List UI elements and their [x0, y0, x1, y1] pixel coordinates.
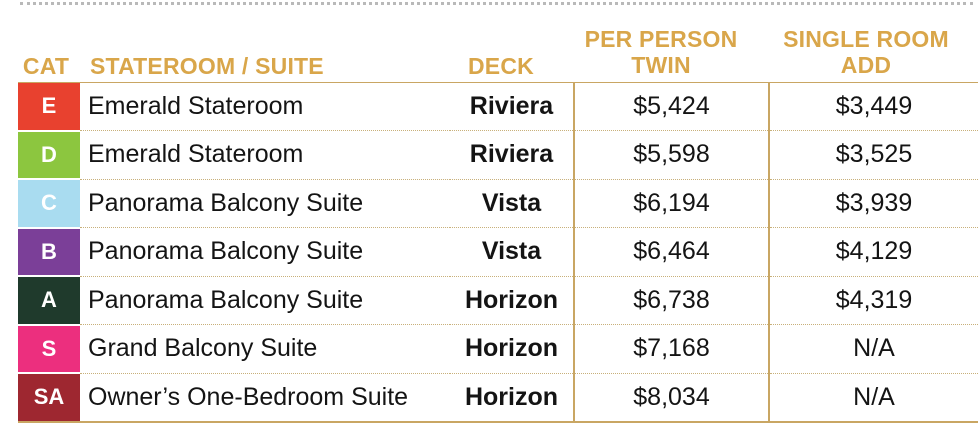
price-per-person-twin: $7,168	[573, 324, 770, 374]
price-per-person-twin: $6,738	[573, 276, 770, 325]
table-row: B Panorama Balcony Suite Vista $6,464 $4…	[18, 227, 978, 277]
table-row: C Panorama Balcony Suite Vista $6,194 $3…	[18, 179, 978, 229]
header-single-room-add: SINGLE ROOM ADD	[766, 26, 966, 78]
category-badge: S	[18, 324, 80, 374]
deck-name: Vista	[450, 227, 574, 277]
table-row: A Panorama Balcony Suite Horizon $6,738 …	[18, 276, 978, 326]
stateroom-name: Grand Balcony Suite	[80, 324, 450, 374]
table-header: CAT STATEROOM / SUITE DECK PER PERSON TW…	[0, 20, 979, 82]
header-deck: DECK	[468, 53, 534, 79]
table-row: E Emerald Stateroom Riviera $5,424 $3,44…	[18, 82, 978, 132]
deck-name: Horizon	[450, 324, 574, 374]
category-badge: D	[18, 130, 80, 180]
deck-name: Riviera	[450, 130, 574, 180]
stateroom-name: Emerald Stateroom	[80, 82, 450, 131]
rates-table: E Emerald Stateroom Riviera $5,424 $3,44…	[18, 82, 978, 423]
price-single-room-add: N/A	[769, 324, 978, 374]
header-twin-line2: TWIN	[631, 52, 691, 78]
price-single-room-add: N/A	[769, 373, 978, 423]
category-badge: A	[18, 276, 80, 326]
price-single-room-add: $3,939	[769, 179, 978, 228]
category-badge: SA	[18, 373, 80, 423]
category-badge: B	[18, 227, 80, 277]
stateroom-name: Owner’s One-Bedroom Suite	[80, 373, 450, 423]
header-twin-line1: PER PERSON	[584, 26, 738, 52]
price-per-person-twin: $5,598	[573, 130, 770, 180]
table-row: SA Owner’s One-Bedroom Suite Horizon $8,…	[18, 373, 978, 423]
top-dotted-rule	[20, 2, 973, 5]
table-row: S Grand Balcony Suite Horizon $7,168 N/A	[18, 324, 978, 374]
price-per-person-twin: $6,194	[573, 179, 770, 228]
header-single-line2: ADD	[840, 52, 892, 78]
deck-name: Vista	[450, 179, 574, 228]
table-row: D Emerald Stateroom Riviera $5,598 $3,52…	[18, 130, 978, 180]
price-single-room-add: $4,319	[769, 276, 978, 325]
price-per-person-twin: $8,034	[573, 373, 770, 423]
price-per-person-twin: $5,424	[573, 82, 770, 131]
header-cat: CAT	[22, 53, 70, 79]
price-single-room-add: $3,525	[769, 130, 978, 180]
stateroom-name: Panorama Balcony Suite	[80, 227, 450, 277]
deck-name: Riviera	[450, 82, 574, 131]
stateroom-name: Panorama Balcony Suite	[80, 276, 450, 325]
header-per-person-twin: PER PERSON TWIN	[566, 26, 756, 78]
price-single-room-add: $3,449	[769, 82, 978, 131]
deck-name: Horizon	[450, 276, 574, 325]
header-stateroom: STATEROOM / SUITE	[90, 53, 324, 79]
category-badge: E	[18, 82, 80, 132]
category-badge: C	[18, 179, 80, 229]
stateroom-name: Panorama Balcony Suite	[80, 179, 450, 228]
stateroom-name: Emerald Stateroom	[80, 130, 450, 180]
price-per-person-twin: $6,464	[573, 227, 770, 277]
deck-name: Horizon	[450, 373, 574, 423]
header-single-line1: SINGLE ROOM	[783, 26, 949, 52]
price-single-room-add: $4,129	[769, 227, 978, 277]
